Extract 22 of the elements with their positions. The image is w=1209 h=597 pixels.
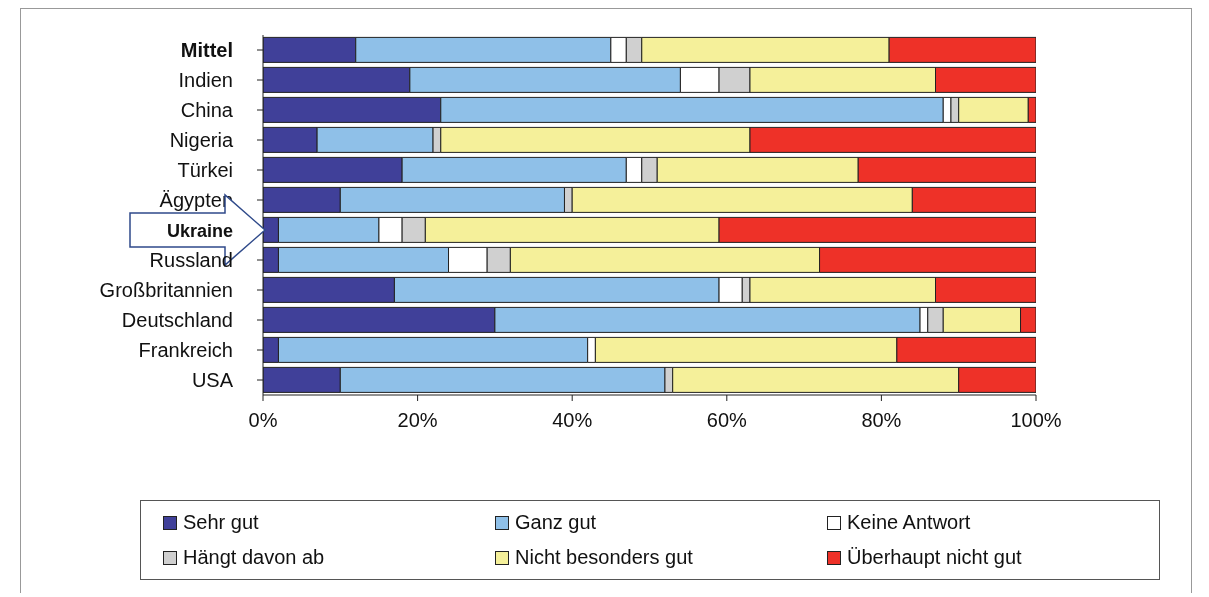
- y-tick-label: USA: [191, 369, 234, 391]
- x-tick-label: 20%: [397, 409, 438, 432]
- legend-label: Ganz gut: [515, 511, 597, 534]
- x-tick-label: 40%: [552, 409, 593, 432]
- legend-label: Nicht besonders gut: [515, 546, 693, 569]
- legend-label: Keine Antwort: [847, 511, 971, 534]
- y-tick-label: Großbritannien: [99, 279, 233, 301]
- x-tick-label: 60%: [706, 409, 748, 432]
- legend-label: Überhaupt nicht gut: [847, 546, 1022, 569]
- y-tick-label: China: [180, 99, 234, 121]
- y-tick-label: Nigeria: [169, 129, 234, 151]
- x-tick-label: 0%: [248, 409, 278, 432]
- x-tick-label: 100%: [1010, 409, 1062, 432]
- x-tick-label: 80%: [861, 409, 902, 432]
- y-tick-label: Ukraine: [166, 221, 233, 241]
- y-tick-label: Türkei: [177, 159, 233, 181]
- y-tick-label: Indien: [178, 69, 233, 91]
- legend-label: Hängt davon ab: [183, 546, 325, 569]
- legend-label: Sehr gut: [183, 511, 259, 534]
- y-tick-label: Mittel: [180, 39, 233, 61]
- y-tick-label: Frankreich: [138, 339, 233, 361]
- y-tick-label: Deutschland: [121, 309, 233, 331]
